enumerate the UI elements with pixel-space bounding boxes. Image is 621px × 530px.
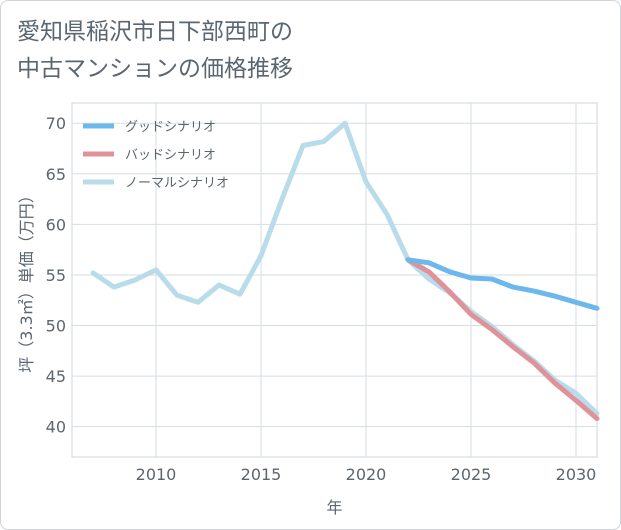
legend-label-2: ノーマルシナリオ: [125, 176, 229, 191]
series-line-0: [405, 257, 600, 311]
y-tick-label-40: 40: [46, 418, 66, 437]
chart-title-line-2: 中古マンションの価格推移: [17, 56, 293, 82]
y-tick-label-45: 45: [46, 367, 66, 386]
x-tick-label-2030: 2030: [556, 465, 597, 484]
y-tick-label-50: 50: [46, 317, 66, 336]
legend-label-0: グッドシナリオ: [125, 120, 216, 135]
y-tick-label-55: 55: [46, 266, 66, 285]
x-tick-label-2010: 2010: [136, 465, 177, 484]
x-tick-label-2015: 2015: [241, 465, 282, 484]
y-axis-label: 坪（3.3㎡）単価（万円）: [17, 187, 36, 372]
y-tick-label-60: 60: [46, 215, 66, 234]
y-tick-label-65: 65: [46, 165, 66, 184]
plot-area: [71, 102, 598, 458]
x-tick-label-2025: 2025: [451, 465, 492, 484]
series-line-1: [405, 257, 600, 422]
x-tick-label-2020: 2020: [346, 465, 387, 484]
y-tick-label-70: 70: [46, 114, 66, 133]
legend-label-1: バッドシナリオ: [125, 148, 216, 163]
chart-title-line-1: 愛知県稲沢市日下部西町の: [17, 19, 293, 45]
chart-title: 愛知県稲沢市日下部西町の 中古マンションの価格推移: [17, 14, 293, 88]
x-axis-label: 年: [326, 498, 342, 517]
